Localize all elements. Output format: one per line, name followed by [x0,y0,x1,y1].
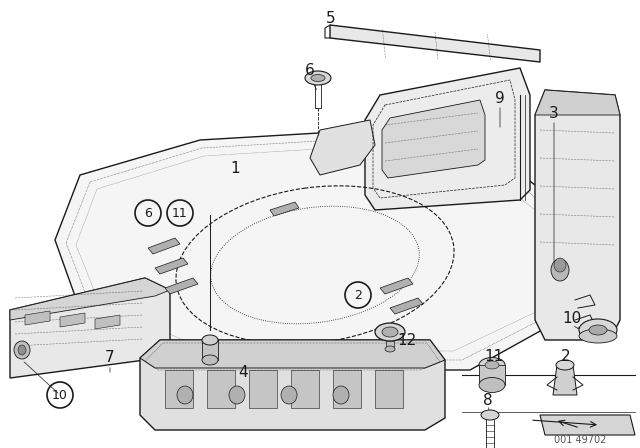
Polygon shape [333,370,361,408]
Polygon shape [330,25,540,62]
Polygon shape [479,365,505,385]
Ellipse shape [305,71,331,85]
Ellipse shape [281,386,297,404]
Ellipse shape [554,258,566,272]
Ellipse shape [479,378,505,392]
Polygon shape [165,370,193,408]
Polygon shape [148,238,180,254]
Polygon shape [10,278,170,378]
Ellipse shape [202,355,218,365]
Polygon shape [249,370,277,408]
Ellipse shape [202,335,218,345]
Polygon shape [270,202,299,216]
Polygon shape [380,278,413,294]
Polygon shape [10,278,170,320]
Text: 7: 7 [105,349,115,365]
Polygon shape [155,258,188,274]
Ellipse shape [177,386,193,404]
Ellipse shape [382,327,398,337]
Polygon shape [390,298,423,314]
Ellipse shape [311,74,325,82]
Ellipse shape [229,386,245,404]
Polygon shape [375,370,403,408]
Polygon shape [55,130,580,370]
Polygon shape [25,311,50,325]
Polygon shape [540,415,635,435]
Polygon shape [291,370,319,408]
Polygon shape [386,341,394,349]
Ellipse shape [579,329,617,343]
Text: 9: 9 [495,90,505,105]
Ellipse shape [556,360,574,370]
Ellipse shape [375,323,405,341]
Ellipse shape [333,386,349,404]
Text: 11: 11 [484,349,504,363]
Polygon shape [140,340,445,368]
Text: 4: 4 [238,365,248,379]
Text: 10: 10 [52,388,68,401]
Polygon shape [207,370,235,408]
Ellipse shape [485,361,499,369]
Text: 2: 2 [561,349,571,363]
Polygon shape [140,340,445,430]
Ellipse shape [385,346,395,352]
Polygon shape [553,365,577,395]
Text: 6: 6 [144,207,152,220]
Ellipse shape [589,325,607,335]
Polygon shape [165,278,198,294]
Polygon shape [535,90,620,115]
Polygon shape [60,313,85,327]
Polygon shape [202,340,218,360]
Text: 6: 6 [305,63,315,78]
Text: 10: 10 [563,310,582,326]
Text: 1: 1 [230,160,240,176]
Polygon shape [382,100,485,178]
Text: 11: 11 [172,207,188,220]
Ellipse shape [551,259,569,281]
Ellipse shape [18,345,26,355]
Polygon shape [365,68,530,210]
Ellipse shape [481,410,499,420]
Text: 5: 5 [326,10,336,26]
Ellipse shape [479,358,505,372]
Polygon shape [310,120,375,175]
Text: 12: 12 [397,332,417,348]
Ellipse shape [579,319,617,341]
Text: 2: 2 [354,289,362,302]
Text: 3: 3 [549,105,559,121]
Polygon shape [535,90,620,340]
Text: 8: 8 [483,392,493,408]
Text: 001 49702: 001 49702 [554,435,606,445]
Polygon shape [95,315,120,329]
Ellipse shape [14,341,30,359]
